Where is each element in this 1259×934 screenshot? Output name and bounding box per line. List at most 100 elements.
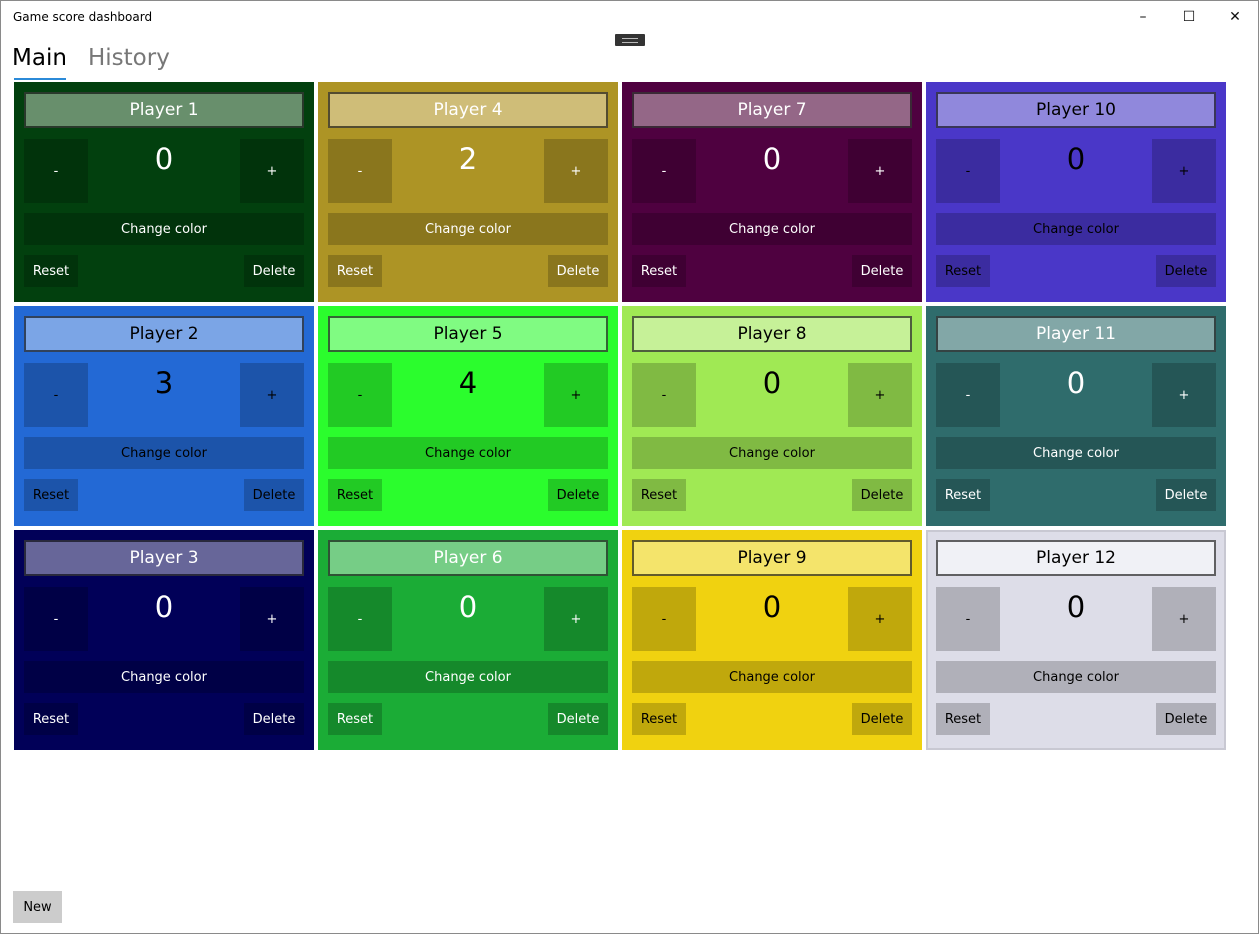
change-color-button[interactable]: Change color	[936, 213, 1216, 245]
delete-button[interactable]: Delete	[852, 255, 912, 287]
tab-history[interactable]: History	[88, 45, 170, 71]
decrement-button[interactable]: -	[936, 587, 1000, 651]
increment-button[interactable]: +	[1152, 587, 1216, 651]
delete-button[interactable]: Delete	[548, 255, 608, 287]
delete-button[interactable]: Delete	[852, 479, 912, 511]
delete-button[interactable]: Delete	[244, 479, 304, 511]
reset-button[interactable]: Reset	[936, 479, 990, 511]
reset-button[interactable]: Reset	[328, 255, 382, 287]
change-color-button[interactable]: Change color	[24, 213, 304, 245]
decrement-button[interactable]: -	[24, 139, 88, 203]
player-card: Player 11 - 0 + Change color Reset Delet…	[926, 306, 1226, 526]
player-name-field[interactable]: Player 7	[632, 92, 912, 128]
player-score: 0	[154, 590, 174, 624]
player-name-field[interactable]: Player 2	[24, 316, 304, 352]
player-card: Player 4 - 2 + Change color Reset Delete	[318, 82, 618, 302]
increment-button[interactable]: +	[240, 363, 304, 427]
new-button[interactable]: New	[13, 891, 62, 923]
delete-button[interactable]: Delete	[1156, 703, 1216, 735]
decrement-button[interactable]: -	[936, 363, 1000, 427]
reset-button[interactable]: Reset	[936, 255, 990, 287]
player-card: Player 7 - 0 + Change color Reset Delete	[622, 82, 922, 302]
player-name-field[interactable]: Player 3	[24, 540, 304, 576]
delete-button[interactable]: Delete	[1156, 479, 1216, 511]
player-score: 3	[154, 366, 174, 400]
drag-handle-icon[interactable]	[615, 34, 645, 46]
increment-button[interactable]: +	[848, 587, 912, 651]
change-color-button[interactable]: Change color	[632, 213, 912, 245]
reset-button[interactable]: Reset	[328, 479, 382, 511]
player-card: Player 5 - 4 + Change color Reset Delete	[318, 306, 618, 526]
change-color-button[interactable]: Change color	[632, 437, 912, 469]
increment-button[interactable]: +	[544, 363, 608, 427]
player-card: Player 3 - 0 + Change color Reset Delete	[14, 530, 314, 750]
player-score: 4	[458, 366, 478, 400]
decrement-button[interactable]: -	[632, 139, 696, 203]
player-name-field[interactable]: Player 9	[632, 540, 912, 576]
player-name-field[interactable]: Player 1	[24, 92, 304, 128]
decrement-button[interactable]: -	[24, 363, 88, 427]
player-score: 0	[762, 366, 782, 400]
player-score: 0	[458, 590, 478, 624]
decrement-button[interactable]: -	[24, 587, 88, 651]
change-color-button[interactable]: Change color	[24, 661, 304, 693]
decrement-button[interactable]: -	[632, 587, 696, 651]
window-title: Game score dashboard	[13, 10, 153, 24]
player-name-field[interactable]: Player 5	[328, 316, 608, 352]
player-card: Player 1 - 0 + Change color Reset Delete	[14, 82, 314, 302]
decrement-button[interactable]: -	[328, 587, 392, 651]
decrement-button[interactable]: -	[632, 363, 696, 427]
change-color-button[interactable]: Change color	[328, 213, 608, 245]
delete-button[interactable]: Delete	[548, 479, 608, 511]
tab-selected-indicator	[14, 78, 66, 80]
player-card: Player 12 - 0 + Change color Reset Delet…	[926, 530, 1226, 750]
change-color-button[interactable]: Change color	[632, 661, 912, 693]
change-color-button[interactable]: Change color	[328, 661, 608, 693]
player-card: Player 10 - 0 + Change color Reset Delet…	[926, 82, 1226, 302]
player-score: 0	[762, 142, 782, 176]
delete-button[interactable]: Delete	[548, 703, 608, 735]
increment-button[interactable]: +	[544, 139, 608, 203]
player-name-field[interactable]: Player 6	[328, 540, 608, 576]
reset-button[interactable]: Reset	[632, 255, 686, 287]
player-name-field[interactable]: Player 10	[936, 92, 1216, 128]
increment-button[interactable]: +	[848, 363, 912, 427]
increment-button[interactable]: +	[544, 587, 608, 651]
player-card: Player 2 - 3 + Change color Reset Delete	[14, 306, 314, 526]
delete-button[interactable]: Delete	[852, 703, 912, 735]
delete-button[interactable]: Delete	[244, 255, 304, 287]
decrement-button[interactable]: -	[936, 139, 1000, 203]
reset-button[interactable]: Reset	[936, 703, 990, 735]
reset-button[interactable]: Reset	[632, 479, 686, 511]
change-color-button[interactable]: Change color	[936, 661, 1216, 693]
reset-button[interactable]: Reset	[24, 255, 78, 287]
decrement-button[interactable]: -	[328, 363, 392, 427]
close-button[interactable]: ✕	[1229, 9, 1241, 25]
reset-button[interactable]: Reset	[328, 703, 382, 735]
decrement-button[interactable]: -	[328, 139, 392, 203]
delete-button[interactable]: Delete	[1156, 255, 1216, 287]
player-name-field[interactable]: Player 4	[328, 92, 608, 128]
change-color-button[interactable]: Change color	[936, 437, 1216, 469]
delete-button[interactable]: Delete	[244, 703, 304, 735]
increment-button[interactable]: +	[1152, 363, 1216, 427]
tab-main[interactable]: Main	[12, 45, 67, 71]
increment-button[interactable]: +	[240, 587, 304, 651]
player-card: Player 9 - 0 + Change color Reset Delete	[622, 530, 922, 750]
change-color-button[interactable]: Change color	[24, 437, 304, 469]
minimize-button[interactable]: –	[1139, 9, 1147, 25]
increment-button[interactable]: +	[240, 139, 304, 203]
player-score: 0	[1066, 590, 1086, 624]
player-name-field[interactable]: Player 8	[632, 316, 912, 352]
reset-button[interactable]: Reset	[24, 479, 78, 511]
reset-button[interactable]: Reset	[24, 703, 78, 735]
reset-button[interactable]: Reset	[632, 703, 686, 735]
player-card: Player 8 - 0 + Change color Reset Delete	[622, 306, 922, 526]
player-score: 0	[762, 590, 782, 624]
increment-button[interactable]: +	[1152, 139, 1216, 203]
maximize-button[interactable]: ☐	[1182, 9, 1196, 25]
increment-button[interactable]: +	[848, 139, 912, 203]
player-name-field[interactable]: Player 11	[936, 316, 1216, 352]
player-name-field[interactable]: Player 12	[936, 540, 1216, 576]
change-color-button[interactable]: Change color	[328, 437, 608, 469]
